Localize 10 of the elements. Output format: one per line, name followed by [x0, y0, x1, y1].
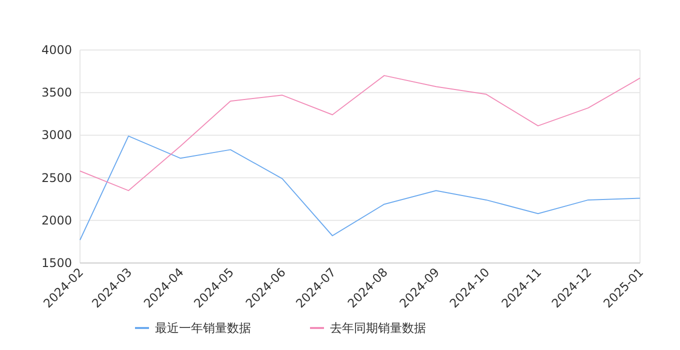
y-tick-label: 3500 — [41, 86, 72, 100]
y-tick-label: 1500 — [41, 256, 72, 270]
y-tick-label: 2500 — [41, 170, 72, 185]
legend-label: 最近一年销量数据 — [155, 321, 251, 335]
y-tick-label: 2000 — [41, 213, 72, 228]
y-tick-label: 4000 — [41, 43, 72, 57]
legend-label: 去年同期销量数据 — [330, 321, 426, 335]
line-series — [80, 75, 640, 192]
y-tick-label: 3000 — [41, 128, 72, 142]
line-series — [80, 136, 640, 240]
